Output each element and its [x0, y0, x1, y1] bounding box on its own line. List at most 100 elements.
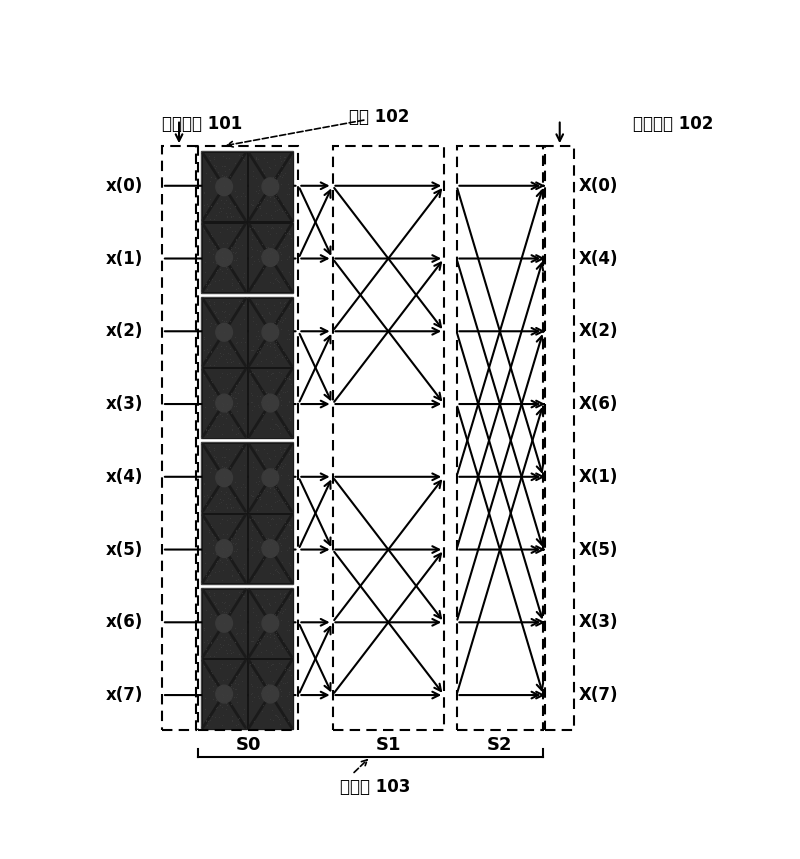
Point [278, 590, 291, 604]
Point [216, 691, 229, 704]
Point [225, 698, 238, 711]
Point [198, 489, 210, 503]
Point [266, 221, 279, 235]
Point [221, 187, 234, 201]
Circle shape [216, 614, 233, 632]
Point [258, 388, 270, 402]
Point [278, 444, 291, 458]
Point [254, 346, 266, 360]
Point [203, 668, 216, 682]
Point [210, 540, 222, 554]
Point [270, 494, 283, 508]
Point [210, 685, 222, 699]
Point [271, 181, 284, 195]
Point [218, 159, 231, 173]
Point [284, 588, 297, 602]
Bar [333, 146, 444, 730]
Point [203, 465, 216, 478]
Point [218, 606, 230, 619]
Point [224, 643, 237, 657]
Point [266, 412, 278, 426]
Point [254, 209, 267, 222]
Point [283, 558, 296, 572]
Point [234, 220, 246, 234]
Text: S1: S1 [375, 735, 401, 753]
Point [252, 478, 265, 491]
Point [254, 540, 267, 554]
Point [282, 323, 294, 337]
Point [251, 649, 264, 662]
Point [278, 710, 290, 723]
Point [198, 621, 210, 635]
Text: X(5): X(5) [578, 540, 618, 558]
Point [204, 358, 217, 372]
Point [258, 297, 270, 311]
Point [274, 149, 286, 163]
Point [202, 440, 215, 454]
Point [254, 244, 266, 258]
Point [236, 343, 249, 356]
Point [237, 266, 250, 280]
Point [258, 321, 270, 335]
Point [219, 460, 232, 473]
Point [218, 168, 230, 182]
Point [274, 606, 286, 619]
Point [226, 209, 239, 222]
Point [218, 305, 230, 319]
Point [277, 489, 290, 503]
Point [255, 528, 268, 542]
Point [256, 413, 269, 427]
Point [269, 159, 282, 173]
Point [225, 501, 238, 515]
Text: 输入数据 101: 输入数据 101 [162, 115, 242, 133]
Point [261, 592, 274, 606]
Point [217, 202, 230, 216]
Point [237, 186, 250, 200]
Point [223, 657, 236, 671]
Point [257, 691, 270, 704]
Point [216, 512, 229, 526]
Point [264, 512, 277, 526]
Point [253, 619, 266, 633]
Point [258, 256, 271, 270]
Point [274, 169, 286, 183]
Point [244, 343, 257, 356]
Point [233, 667, 246, 680]
Point [220, 697, 233, 710]
Point [246, 694, 258, 708]
Point [262, 386, 274, 399]
Point [233, 521, 246, 535]
Point [248, 277, 261, 291]
Point [235, 674, 248, 688]
Point [275, 204, 288, 218]
Point [269, 257, 282, 271]
Point [217, 417, 230, 431]
Point [231, 678, 244, 691]
Point [256, 704, 269, 718]
Point [276, 461, 289, 475]
Point [202, 199, 214, 213]
Point [221, 543, 234, 557]
Point [282, 411, 295, 425]
Point [230, 670, 242, 684]
Point [250, 296, 262, 310]
Point [218, 325, 230, 338]
Point [229, 236, 242, 250]
Point [251, 357, 264, 371]
Point [231, 259, 244, 272]
Point [213, 318, 226, 332]
Point [282, 226, 295, 240]
Point [254, 341, 266, 355]
Circle shape [262, 178, 278, 196]
Point [274, 366, 287, 380]
Point [229, 381, 242, 395]
Point [283, 187, 296, 201]
Bar [248, 152, 293, 222]
Point [222, 200, 234, 214]
Point [284, 377, 297, 391]
Point [246, 403, 258, 417]
Point [207, 449, 220, 463]
Point [231, 572, 244, 586]
Point [266, 673, 279, 687]
Point [269, 350, 282, 363]
